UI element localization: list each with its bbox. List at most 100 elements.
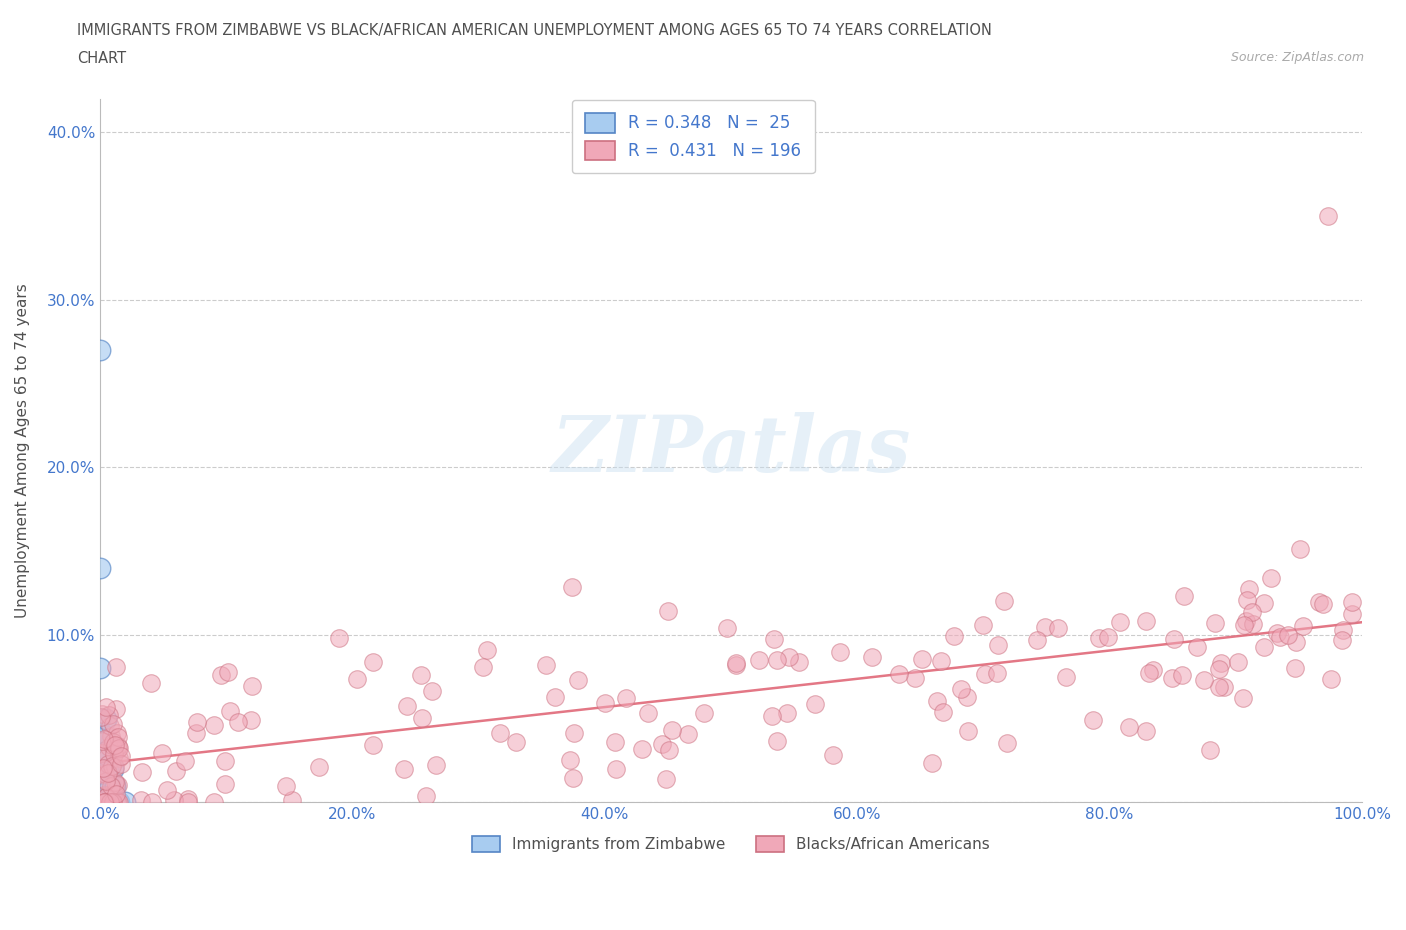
Point: [1208, 680, 1230, 695]
Point: [1237, 581, 1260, 596]
Point: [828, 644, 851, 659]
Point: [94, 790, 117, 804]
Point: [214, 777, 236, 791]
Point: [108, 795, 131, 810]
Point: [562, 725, 585, 740]
Point: [1163, 631, 1185, 646]
Point: [567, 672, 589, 687]
Point: [1265, 626, 1288, 641]
Point: [558, 752, 581, 767]
Point: [107, 738, 129, 753]
Point: [1236, 593, 1258, 608]
Point: [139, 675, 162, 690]
Point: [363, 737, 385, 752]
Text: ZIPatlas: ZIPatlas: [551, 412, 911, 489]
Point: [93, 795, 115, 810]
Point: [89, 762, 111, 777]
Point: [131, 764, 153, 779]
Point: [724, 656, 747, 671]
Text: CHART: CHART: [77, 51, 127, 66]
Point: [141, 795, 163, 810]
Point: [89, 710, 111, 724]
Point: [93, 788, 115, 803]
Point: [661, 722, 683, 737]
Point: [1161, 671, 1184, 685]
Point: [107, 795, 129, 810]
Point: [308, 759, 330, 774]
Point: [1054, 670, 1077, 684]
Point: [97, 757, 120, 772]
Point: [107, 795, 129, 810]
Point: [1312, 597, 1334, 612]
Point: [957, 724, 980, 738]
Point: [778, 649, 800, 664]
Point: [1109, 615, 1132, 630]
Point: [104, 737, 127, 752]
Point: [904, 671, 927, 685]
Point: [1033, 619, 1056, 634]
Point: [104, 701, 127, 716]
Point: [165, 764, 187, 778]
Point: [1284, 661, 1306, 676]
Point: [101, 735, 124, 750]
Point: [346, 671, 368, 686]
Point: [956, 689, 979, 704]
Point: [89, 795, 111, 810]
Point: [657, 604, 679, 618]
Point: [89, 342, 111, 357]
Point: [1341, 606, 1364, 621]
Point: [104, 778, 127, 793]
Point: [98, 719, 121, 734]
Point: [94, 766, 117, 781]
Point: [1135, 724, 1157, 738]
Point: [631, 742, 654, 757]
Point: [240, 679, 263, 694]
Point: [1233, 618, 1256, 632]
Point: [98, 795, 121, 810]
Point: [724, 658, 747, 672]
Point: [89, 745, 111, 760]
Point: [89, 728, 111, 743]
Point: [1135, 614, 1157, 629]
Point: [1289, 542, 1312, 557]
Point: [96, 773, 118, 788]
Point: [363, 654, 385, 669]
Point: [156, 782, 179, 797]
Point: [475, 643, 498, 658]
Point: [280, 793, 302, 808]
Point: [761, 709, 783, 724]
Point: [89, 561, 111, 576]
Point: [1026, 632, 1049, 647]
Point: [105, 725, 128, 740]
Point: [98, 778, 121, 793]
Point: [927, 694, 949, 709]
Point: [395, 699, 418, 714]
Point: [1292, 619, 1315, 634]
Point: [787, 655, 810, 670]
Point: [97, 788, 120, 803]
Point: [766, 734, 789, 749]
Point: [150, 746, 173, 761]
Point: [1331, 633, 1354, 648]
Point: [105, 659, 128, 674]
Point: [1331, 622, 1354, 637]
Point: [107, 751, 129, 765]
Point: [1208, 662, 1230, 677]
Point: [101, 795, 124, 810]
Point: [96, 750, 118, 764]
Point: [658, 742, 681, 757]
Point: [1081, 712, 1104, 727]
Point: [1204, 616, 1226, 631]
Point: [1241, 604, 1264, 619]
Point: [89, 661, 111, 676]
Point: [929, 653, 952, 668]
Point: [129, 792, 152, 807]
Point: [593, 696, 616, 711]
Point: [993, 594, 1015, 609]
Point: [226, 714, 249, 729]
Point: [103, 785, 125, 800]
Point: [1047, 620, 1070, 635]
Point: [89, 787, 111, 802]
Point: [562, 771, 585, 786]
Point: [91, 760, 114, 775]
